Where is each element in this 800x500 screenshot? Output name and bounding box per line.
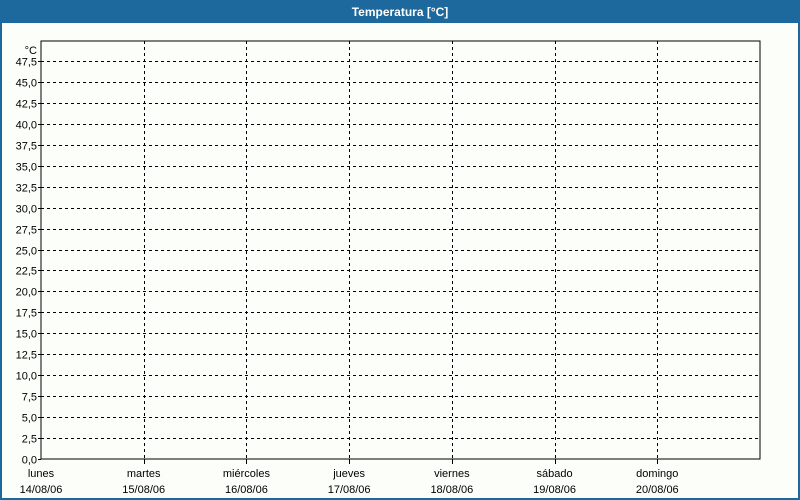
chart-title-bar: Temperatura [°C] xyxy=(2,2,798,23)
y-tick-label: 35,0 xyxy=(16,162,37,174)
y-tick-label: 17,5 xyxy=(16,308,37,320)
y-tick-label: 5,0 xyxy=(22,413,37,425)
y-tick-label: 27,5 xyxy=(16,225,37,237)
y-tick-label: 2,5 xyxy=(22,434,37,446)
chart-title: Temperatura [°C] xyxy=(351,5,449,19)
y-tick-label: 32,5 xyxy=(16,183,37,195)
y-tick-label: 10,0 xyxy=(16,371,37,383)
y-tick-label: 47,5 xyxy=(16,57,37,69)
y-tick-label: 22,5 xyxy=(16,266,37,278)
y-tick-label: 20,0 xyxy=(16,287,37,299)
y-axis-unit-label: °C xyxy=(25,45,37,57)
x-day-label: domingo xyxy=(636,468,678,480)
y-tick-label: 12,5 xyxy=(16,350,37,362)
y-tick-label: 0,0 xyxy=(22,455,37,467)
y-tick-label: 7,5 xyxy=(22,392,37,404)
y-tick-label: 42,5 xyxy=(16,99,37,111)
x-day-label: lunes xyxy=(28,468,55,480)
y-tick-label: 37,5 xyxy=(16,141,37,153)
y-tick-label: 40,0 xyxy=(16,120,37,132)
x-date-label: 17/08/06 xyxy=(328,484,371,496)
x-date-label: 18/08/06 xyxy=(430,484,473,496)
x-day-label: miércoles xyxy=(223,468,271,480)
x-day-label: viernes xyxy=(434,468,470,480)
x-day-label: sábado xyxy=(537,468,573,480)
x-date-label: 19/08/06 xyxy=(533,484,576,496)
x-date-label: 16/08/06 xyxy=(225,484,268,496)
y-tick-label: 15,0 xyxy=(16,329,37,341)
y-tick-label: 45,0 xyxy=(16,78,37,90)
plot-frame xyxy=(40,40,761,460)
x-day-label: martes xyxy=(127,468,161,480)
y-tick-label: 25,0 xyxy=(16,246,37,258)
x-date-label: 20/08/06 xyxy=(636,484,679,496)
x-day-label: jueves xyxy=(332,468,365,480)
x-date-label: 14/08/06 xyxy=(20,484,63,496)
y-tick-label: 30,0 xyxy=(16,204,37,216)
x-date-label: 15/08/06 xyxy=(122,484,165,496)
